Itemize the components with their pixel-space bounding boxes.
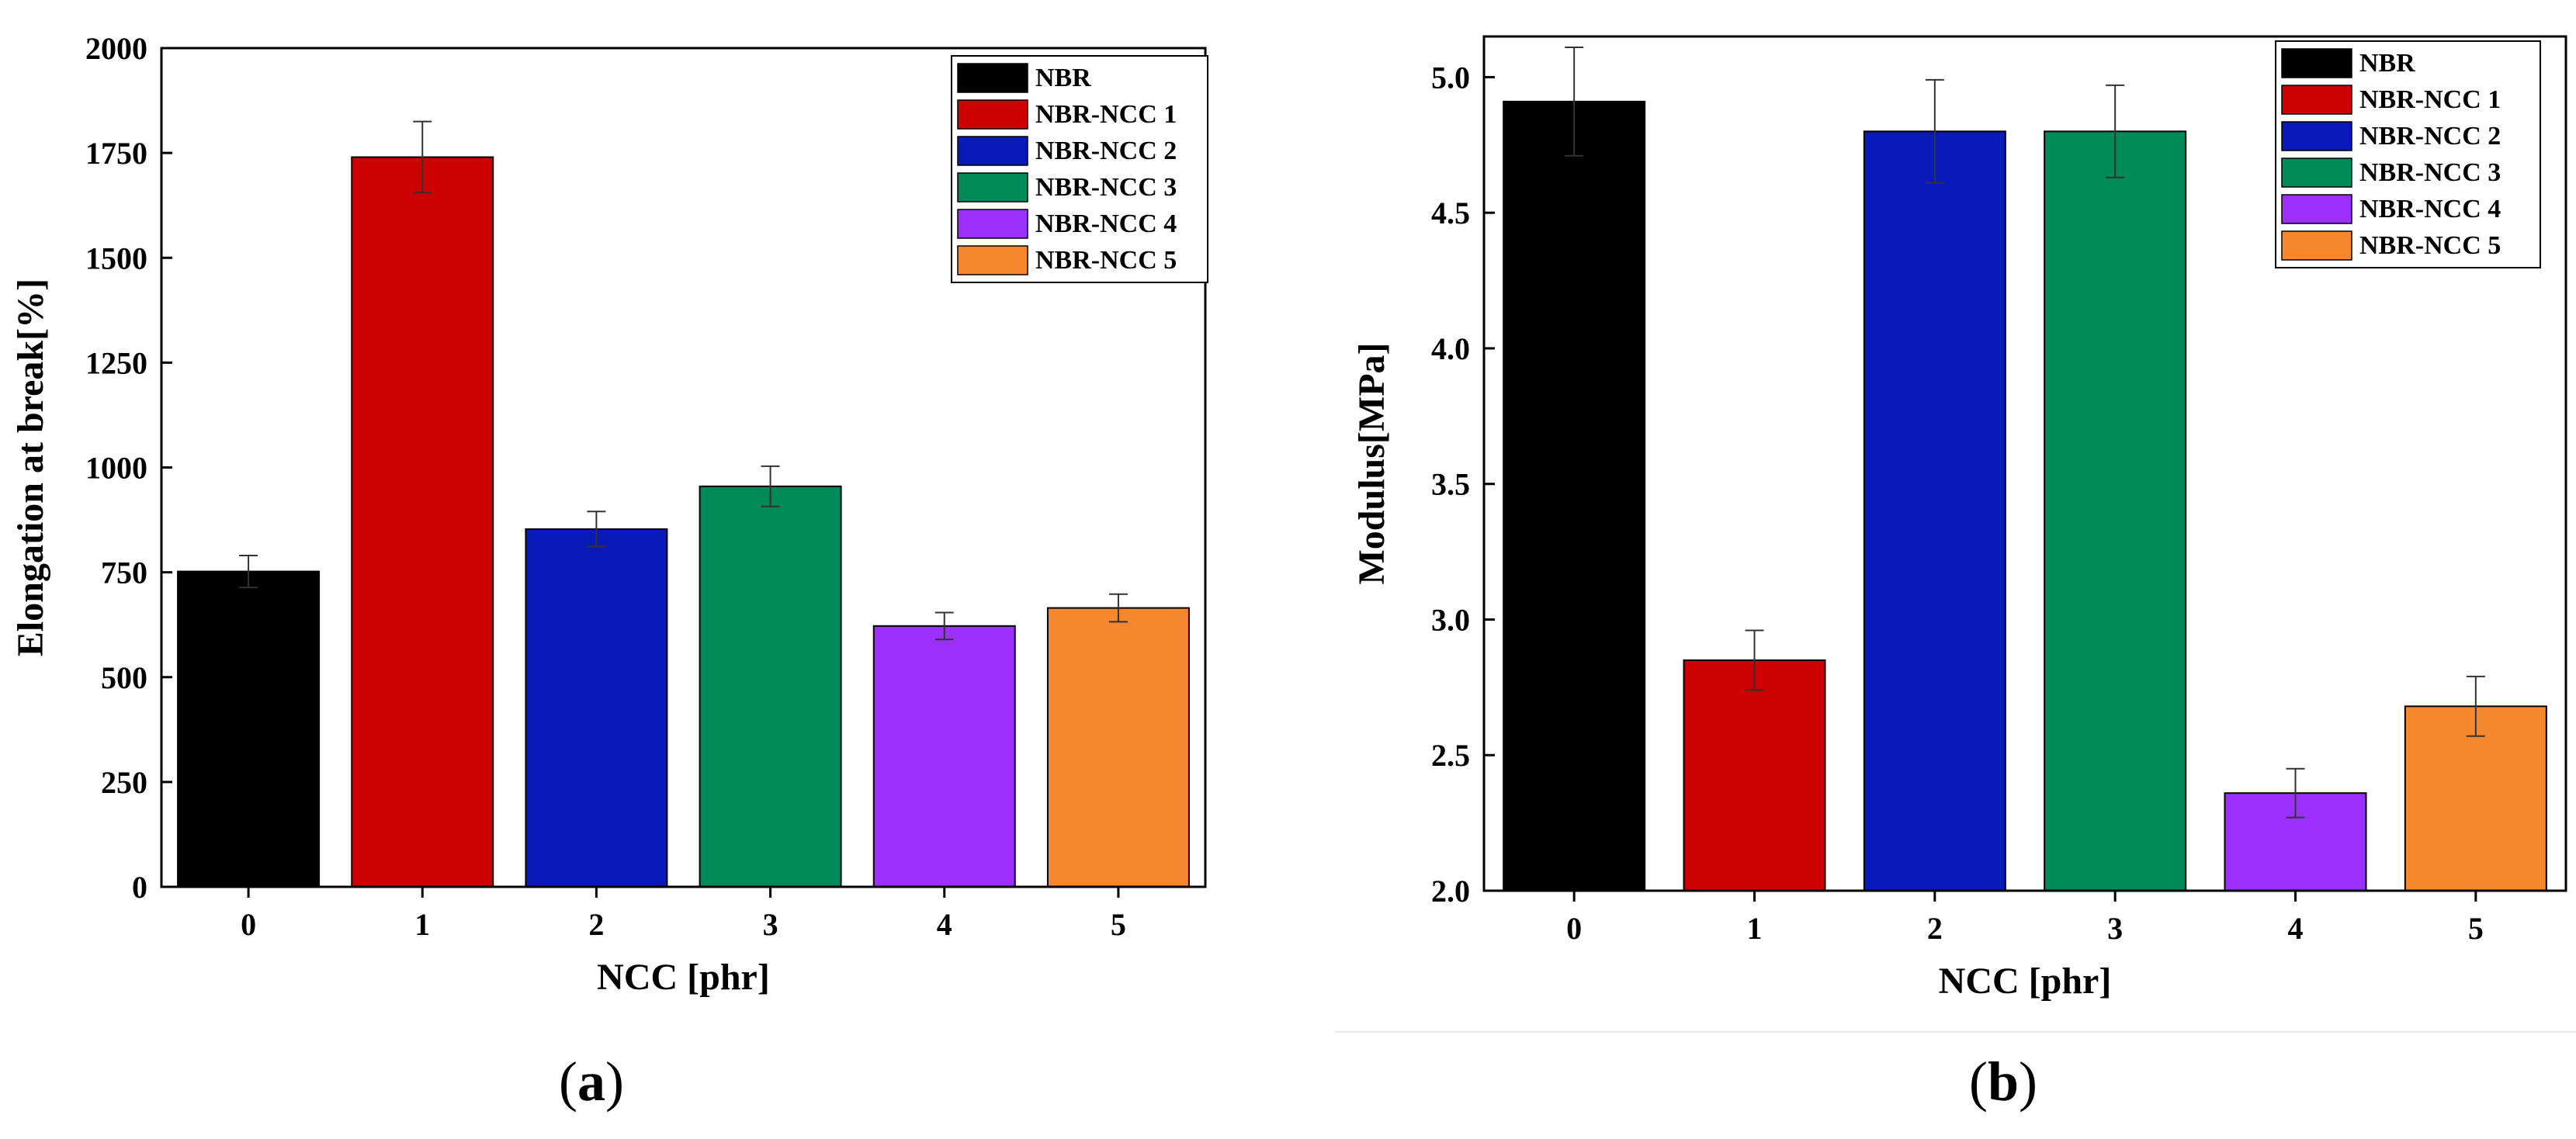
x-tick-label: 0: [241, 907, 256, 942]
bar-nbr: [177, 570, 321, 888]
legend-box: [2275, 40, 2541, 268]
error-bar-4: [934, 611, 954, 641]
legend-box: [951, 55, 1208, 283]
legend-swatch: [2281, 85, 2352, 115]
error-bar-0: [1565, 46, 1584, 157]
y-tick-label: 3.0: [1431, 602, 1470, 637]
x-tick-label: 3: [763, 907, 778, 942]
plot-frame: [1482, 35, 2567, 892]
error-bar-2: [1925, 78, 1944, 184]
panel-caption: (b): [1969, 1051, 2037, 1113]
x-tick-label: 5: [2468, 911, 2484, 946]
x-tick-label: 0: [1566, 911, 1582, 946]
legend-label: NBR-NCC 3: [2359, 158, 2501, 187]
x-axis-title: NCC [phr]: [597, 957, 770, 998]
bar-nbr-ncc-3: [699, 485, 842, 888]
y-axis-title: Modulus[MPa]: [1351, 343, 1392, 585]
error-bar-5: [2466, 675, 2485, 737]
error-bar-1: [413, 120, 432, 194]
bar-nbr-ncc-3: [2044, 130, 2187, 892]
legend-swatch: [2281, 48, 2352, 78]
y-tick-label: 1250: [85, 345, 147, 380]
legend-label: NBR-NCC 4: [2359, 195, 2501, 223]
y-tick-label: 2000: [85, 31, 147, 66]
legend-swatch: [2281, 158, 2352, 188]
error-bar-4: [2286, 767, 2305, 819]
legend-swatch: [957, 136, 1028, 166]
legend-swatch: [2281, 230, 2352, 261]
legend-label: NBR: [1035, 64, 1091, 92]
y-tick-label: 5.0: [1431, 60, 1470, 95]
legend-swatch: [957, 63, 1028, 93]
legend-swatch: [957, 172, 1028, 203]
y-tick-label: 250: [101, 765, 147, 800]
y-tick-label: 2.5: [1431, 738, 1470, 773]
legend-label: NBR: [2359, 49, 2415, 78]
legend-label: NBR-NCC 3: [1035, 173, 1177, 202]
legend-label: NBR-NCC 4: [1035, 209, 1177, 238]
legend-label: NBR-NCC 5: [1035, 246, 1177, 275]
legend-swatch: [957, 99, 1028, 130]
panel-caption-letter: b: [1988, 1051, 2019, 1113]
y-tick-label: 4.0: [1431, 331, 1470, 366]
legend-label: NBR-NCC 5: [2359, 231, 2501, 260]
legend: NBR NBR-NCC 1 NBR-NCC 2 NBR-NCC 3 NBR-NCC 4 N…: [951, 55, 1208, 283]
bar-nbr-ncc-1: [1683, 659, 1826, 892]
x-tick-label: 4: [937, 907, 952, 942]
error-bar-2: [587, 511, 606, 548]
x-tick-label: 1: [1747, 911, 1763, 946]
bar-nbr-ncc-5: [1046, 607, 1190, 888]
bar-nbr: [1503, 100, 1646, 891]
x-tick-label: 3: [2107, 911, 2123, 946]
legend-swatch: [2281, 194, 2352, 224]
legend-label: NBR-NCC 1: [2359, 85, 2501, 114]
y-tick-label: 1500: [85, 241, 147, 275]
legend-label: NBR-NCC 2: [2359, 122, 2501, 151]
y-axis-title: Elongation at break[%]: [10, 279, 51, 656]
bar-nbr-ncc-2: [1863, 130, 2006, 892]
error-bar-0: [239, 555, 258, 589]
bar-nbr-ncc-4: [872, 625, 1016, 888]
legend-label: NBR-NCC 2: [1035, 137, 1177, 165]
legend: NBR NBR-NCC 1 NBR-NCC 2 NBR-NCC 3 NBR-NCC 4 N…: [2275, 40, 2541, 268]
x-tick-label: 2: [588, 907, 604, 942]
legend-swatch: [957, 245, 1028, 275]
panel-caption: (a): [559, 1051, 624, 1113]
y-tick-label: 1750: [85, 136, 147, 171]
x-tick-label: 4: [2288, 911, 2304, 946]
x-tick-label: 1: [414, 907, 430, 942]
legend-label: NBR-NCC 1: [1035, 100, 1177, 129]
y-tick-label: 4.5: [1431, 196, 1470, 230]
legend-swatch: [2281, 121, 2352, 151]
y-tick-label: 1000: [85, 451, 147, 486]
y-tick-label: 2.0: [1431, 874, 1470, 909]
y-tick-label: 500: [101, 660, 147, 695]
legend-swatch: [957, 209, 1028, 239]
y-tick-label: 750: [101, 556, 147, 590]
chart-panel-a: 0 250 500 750 1000 1250 1500 1750 2000 0 1 2 3 4 5 NCC …: [10, 31, 1208, 1113]
y-tick-label: 0: [132, 870, 147, 905]
x-tick-label: 5: [1111, 907, 1126, 942]
error-bar-3: [2106, 84, 2125, 178]
panel-caption-letter: a: [577, 1051, 605, 1113]
error-bar-5: [1108, 593, 1128, 623]
bar-nbr-ncc-1: [351, 156, 494, 888]
bar-nbr-ncc-2: [525, 528, 668, 888]
x-axis-title: NCC [phr]: [1939, 961, 2112, 1002]
error-bar-3: [761, 465, 780, 507]
x-tick-label: 2: [1927, 911, 1943, 946]
error-bar-1: [1745, 629, 1764, 691]
chart-panel-b: 2.0 2.5 3.0 3.5 4.0 4.5 5.0 0 1 2 3 4 5 NCC [phr] Modu…: [1351, 35, 2567, 1113]
y-tick-label: 3.5: [1431, 467, 1470, 502]
